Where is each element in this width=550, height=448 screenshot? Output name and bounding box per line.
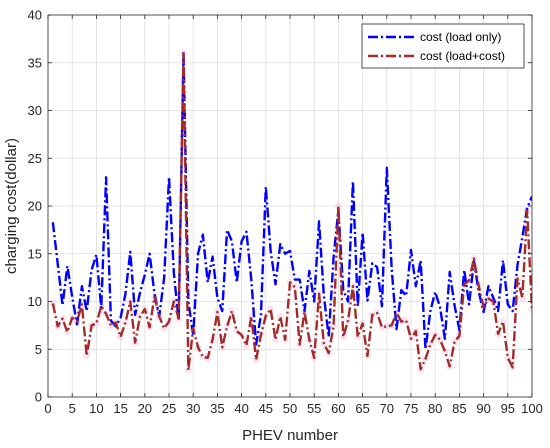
point-highlight [291, 283, 299, 291]
x-tick-label: 70 [380, 401, 394, 416]
y-tick-label: 5 [35, 342, 42, 357]
legend-label-load-cost: cost (load+cost) [420, 49, 505, 63]
series-layer [51, 51, 532, 372]
grid-lines [48, 15, 532, 397]
x-tick-label: 85 [452, 401, 466, 416]
y-tick-label: 30 [28, 103, 42, 118]
point-highlight [83, 352, 91, 360]
x-tick-label: 80 [428, 401, 442, 416]
series-line-1 [51, 52, 532, 372]
point-highlight [528, 306, 532, 314]
point-highlight [334, 202, 342, 210]
x-tick-label: 40 [234, 401, 248, 416]
x-tick-label: 25 [162, 401, 176, 416]
x-tick-label: 55 [307, 401, 321, 416]
y-tick-label: 15 [28, 246, 42, 261]
x-tick-label: 10 [89, 401, 103, 416]
x-tick-label: 15 [113, 401, 127, 416]
x-tick-label: 95 [501, 401, 515, 416]
point-highlight [276, 313, 284, 321]
point-highlight [184, 366, 192, 374]
y-axis-label: charging cost(dollar) [3, 138, 20, 274]
axis-ticks: 0 5 10 15 20 25 30 35 40 0 5 10 15 20 25 30 35 40 45 50 55 60… [28, 8, 543, 417]
x-tick-label: 90 [476, 401, 490, 416]
y-tick-label: 40 [28, 8, 42, 23]
x-tick-label: 35 [210, 401, 224, 416]
point-highlight [402, 317, 410, 325]
point-highlight [436, 336, 444, 344]
x-tick-label: 50 [283, 401, 297, 416]
x-tick-label: 75 [404, 401, 418, 416]
x-tick-label: 30 [186, 401, 200, 416]
point-highlight [518, 294, 526, 302]
y-tick-label: 10 [28, 294, 42, 309]
x-axis-label: PHEV number [242, 427, 338, 444]
y-tick-label: 35 [28, 55, 42, 70]
x-tick-label: 0 [44, 401, 51, 416]
y-tick-label: 25 [28, 151, 42, 166]
point-highlight [354, 333, 362, 341]
point-highlight [330, 322, 338, 330]
y-tick-label: 0 [35, 390, 42, 405]
point-highlight [271, 336, 279, 344]
point-highlight [339, 333, 347, 341]
series-line-0 [51, 51, 532, 351]
x-tick-label: 5 [69, 401, 76, 416]
legend-box [361, 23, 525, 69]
x-tick-label: 60 [331, 401, 345, 416]
point-highlight [383, 322, 391, 330]
y-tick-label: 20 [28, 199, 42, 214]
point-highlight [228, 307, 236, 315]
x-tick-label: 45 [259, 401, 273, 416]
x-tick-label: 20 [138, 401, 152, 416]
x-tick-label: 100 [521, 401, 543, 416]
point-highlight [242, 341, 250, 349]
legend-label-load-only: cost (load only) [420, 30, 501, 44]
legend: cost (load only) cost (load+cost) [361, 23, 525, 69]
point-highlight [252, 356, 260, 364]
x-tick-label: 65 [355, 401, 369, 416]
point-highlight [451, 338, 459, 346]
